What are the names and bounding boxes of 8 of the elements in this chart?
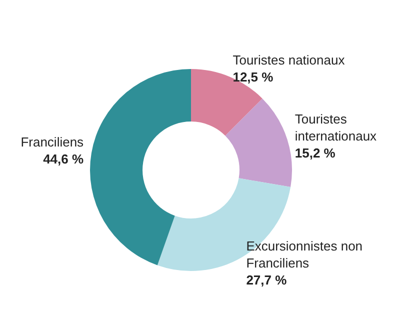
slice-label: Touristes internationaux	[294, 112, 378, 144]
data-label: 44,6 %	[43, 152, 84, 167]
data-label: 27,7 %	[246, 272, 288, 288]
data-label: 12,5 %	[232, 69, 274, 84]
slice-label: Touristes nationaux	[232, 52, 346, 68]
slice-label: Franciliens	[20, 134, 84, 150]
data-label: 15,2 %	[294, 146, 336, 161]
slice-label: Excursionnistes non Franciliens	[246, 238, 363, 271]
